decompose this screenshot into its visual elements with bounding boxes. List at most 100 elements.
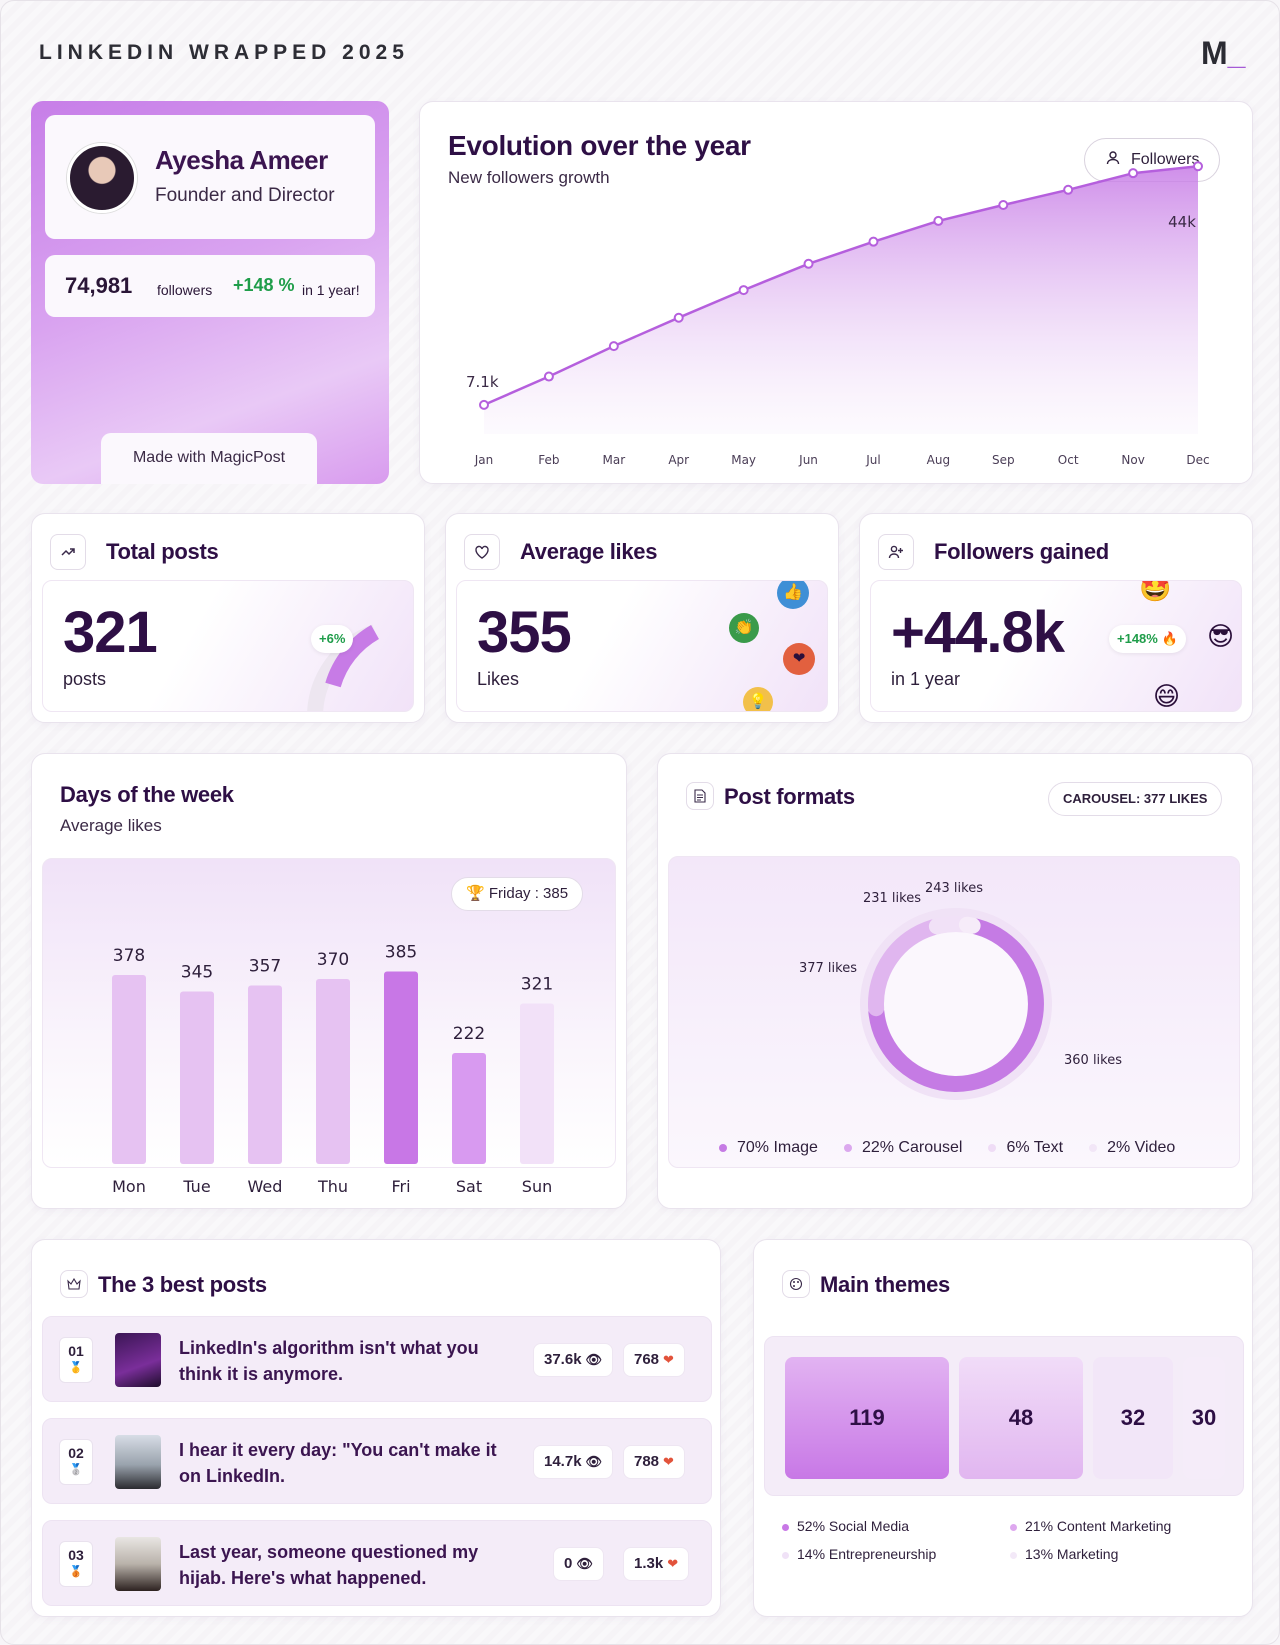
data-point[interactable] bbox=[1128, 168, 1139, 179]
total-posts-panel: 321 posts +6% bbox=[42, 580, 414, 712]
data-point[interactable] bbox=[1193, 161, 1203, 172]
eye-icon: 👁 bbox=[585, 1352, 603, 1367]
slice-likes-label: 231 likes bbox=[863, 891, 921, 906]
trending-up-icon bbox=[50, 534, 86, 570]
theme-tile-social-media[interactable]: 119 bbox=[785, 1357, 949, 1479]
best-post-row[interactable]: 01 🥇 LinkedIn's algorithm isn't what you … bbox=[42, 1316, 712, 1402]
x-tick-label: Dec bbox=[1186, 453, 1209, 467]
average-likes-unit: Likes bbox=[477, 669, 520, 689]
followers-gained-value: +44.8k bbox=[891, 600, 1065, 665]
slice-video[interactable] bbox=[958, 916, 981, 934]
data-point[interactable] bbox=[868, 236, 879, 247]
bar-value-label: 345 bbox=[181, 963, 213, 983]
eye-icon: 👁 bbox=[576, 1556, 593, 1571]
best-post-row[interactable]: 02 🥈 I hear it every day: "You can't make… bbox=[42, 1418, 712, 1504]
themes-treemap: 119 48 32 30 bbox=[764, 1336, 1244, 1496]
followers-gained-panel: +44.8k in 1 year +148% 🔥 🤩 😎 😄 bbox=[870, 580, 1242, 712]
evolution-title: Evolution over the year bbox=[448, 130, 751, 161]
theme-tile-marketing[interactable]: 30 bbox=[1183, 1357, 1225, 1479]
post-likes: 768 ❤ bbox=[623, 1343, 685, 1377]
data-point[interactable] bbox=[479, 399, 489, 410]
followers-filter-label: Followers bbox=[1131, 151, 1200, 168]
posts-growth-badge: +6% bbox=[311, 625, 354, 653]
post-rank: 02 🥈 bbox=[59, 1439, 93, 1485]
followers-gained-unit: in 1 year bbox=[891, 669, 961, 689]
carousel-likes-tag[interactable]: CAROUSEL: 377 LIKES bbox=[1048, 782, 1223, 816]
followers-gained-title: Followers gained bbox=[934, 539, 1109, 564]
data-point[interactable] bbox=[543, 371, 554, 382]
bar-value-label: 385 bbox=[385, 943, 417, 963]
posts-gauge bbox=[307, 624, 380, 711]
views-count: 37.6k bbox=[544, 1351, 582, 1368]
post-rank: 01 🥇 bbox=[59, 1337, 93, 1383]
post-views: 14.7k 👁 bbox=[533, 1445, 614, 1479]
best-post-row[interactable]: 03 🥉 Last year, someone questioned my hij… bbox=[42, 1520, 712, 1606]
star-struck-emoji-icon: 🤩 bbox=[1139, 580, 1172, 603]
best-posts-card: The 3 best posts 01 🥇 LinkedIn's algorith… bbox=[31, 1239, 721, 1617]
data-point[interactable] bbox=[803, 258, 814, 269]
slice-carousel[interactable] bbox=[868, 919, 941, 1017]
profile-card: Ayesha Ameer Founder and Director 74,981… bbox=[31, 101, 389, 484]
bar-sun[interactable] bbox=[520, 1003, 554, 1165]
post-views: 37.6k 👁 bbox=[533, 1343, 614, 1377]
x-tick-label: Aug bbox=[927, 453, 950, 467]
profile-identity: Ayesha Ameer Founder and Director bbox=[45, 115, 375, 239]
likes-count: 788 bbox=[634, 1453, 660, 1470]
main-themes-title: Main themes bbox=[820, 1272, 950, 1297]
bar-wed[interactable] bbox=[248, 985, 282, 1165]
legend-text: 6% Text bbox=[988, 1139, 1063, 1157]
theme-legend-marketing: 13% Marketing bbox=[1010, 1546, 1118, 1562]
data-point[interactable] bbox=[1063, 184, 1074, 195]
evolution-subtitle: New followers growth bbox=[448, 168, 610, 187]
post-thumbnail bbox=[115, 1333, 161, 1387]
crown-icon bbox=[60, 1270, 88, 1298]
bar-tue[interactable] bbox=[180, 991, 214, 1165]
post-formats-card: Post formats CAROUSEL: 377 LIKES 70% Ima… bbox=[657, 753, 1253, 1209]
days-title: Days of the week bbox=[60, 782, 234, 807]
x-tick-label: Feb bbox=[538, 453, 559, 467]
made-with-badge[interactable]: Made with MagicPost bbox=[101, 433, 317, 484]
formats-legend: 70% Image 22% Carousel 6% Text 2% Video bbox=[719, 1139, 1175, 1157]
theme-tile-entrepreneurship[interactable]: 32 bbox=[1093, 1357, 1173, 1479]
heart-icon: ❤ bbox=[667, 1556, 679, 1571]
theme-tile-content-marketing[interactable]: 48 bbox=[959, 1357, 1083, 1479]
day-label: Mon bbox=[112, 1177, 146, 1196]
legend-label: 21% Content Marketing bbox=[1025, 1518, 1172, 1534]
document-icon bbox=[686, 782, 714, 810]
slice-image[interactable] bbox=[868, 918, 1044, 1092]
slice-text[interactable] bbox=[928, 916, 971, 935]
legend-carousel: 22% Carousel bbox=[843, 1139, 962, 1157]
legend-image-label: 70% Image bbox=[737, 1139, 818, 1156]
day-label: Sun bbox=[522, 1177, 552, 1196]
data-point[interactable] bbox=[608, 341, 619, 352]
brand-logo: M_ bbox=[1201, 35, 1245, 72]
palette-icon bbox=[782, 1270, 810, 1298]
page-title: LINKEDIN WRAPPED 2025 bbox=[39, 41, 409, 64]
average-likes-card: Average likes 355 Likes 👍 👏 ❤ 💡 bbox=[445, 513, 839, 723]
data-point[interactable] bbox=[998, 200, 1009, 210]
legend-image: 70% Image bbox=[719, 1139, 818, 1157]
x-tick-label: Mar bbox=[602, 453, 625, 467]
data-point[interactable] bbox=[933, 215, 944, 226]
bar-sat[interactable] bbox=[452, 1053, 486, 1164]
day-label: Thu bbox=[317, 1177, 348, 1196]
bar-fri[interactable] bbox=[384, 971, 418, 1165]
best-day-badge: 🏆 Friday : 385 bbox=[451, 877, 584, 911]
growth-value: +148 % bbox=[233, 275, 295, 295]
likes-count: 768 bbox=[634, 1351, 660, 1368]
average-likes-panel: 355 Likes 👍 👏 ❤ 💡 bbox=[456, 580, 828, 712]
eye-icon: 👁 bbox=[585, 1454, 603, 1469]
post-text: Last year, someone questioned my hijab. … bbox=[179, 1542, 479, 1588]
bar-thu[interactable] bbox=[316, 979, 350, 1164]
days-of-week-card: Days of the week Average likes 🏆 Friday … bbox=[31, 753, 627, 1209]
data-point[interactable] bbox=[673, 312, 684, 323]
bar-mon[interactable] bbox=[112, 975, 146, 1164]
avatar bbox=[67, 143, 137, 213]
data-point[interactable] bbox=[738, 285, 749, 296]
theme-legend-social-media: 52% Social Media bbox=[782, 1518, 909, 1534]
main-themes-card: Main themes 119 48 32 30 52% Social Medi… bbox=[753, 1239, 1253, 1617]
followers-count: 74,981 bbox=[65, 273, 133, 298]
x-tick-label: Oct bbox=[1058, 453, 1079, 467]
series-line bbox=[483, 165, 1199, 407]
